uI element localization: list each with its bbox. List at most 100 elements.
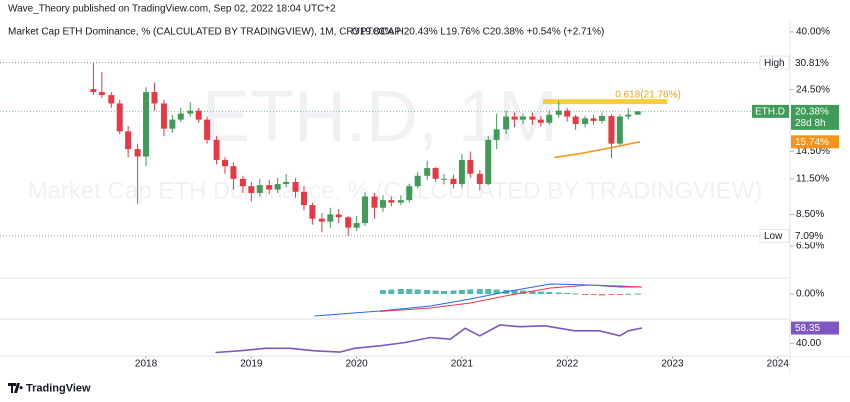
macd-histogram-bar: [634, 293, 641, 295]
candle-body: [519, 116, 526, 120]
candle-body: [108, 95, 115, 104]
y-axis: 40.00% 24.50% 14.50% 11.50% 8.50% 6.50% High 30…: [752, 27, 839, 349]
y-tick-label: 14.50%: [796, 146, 830, 157]
candle-body: [151, 92, 158, 104]
candle-body: [379, 200, 386, 208]
candle-body: [503, 116, 510, 130]
macd-histogram-bar: [608, 294, 615, 295]
symbol-label: ETH.D: [755, 107, 785, 118]
publisher: Wave_Theory published on TradingView.com…: [8, 4, 336, 15]
macd-histogram-bar: [625, 293, 632, 295]
x-tick-label: 2024: [767, 359, 790, 370]
macd-histogram-bar: [582, 294, 589, 295]
macd-line: [314, 283, 642, 317]
candle-body: [397, 200, 404, 203]
x-tick-label: 2020: [345, 359, 368, 370]
watermark-subtitle: Market Cap ETH Dominance, % (CALCULATED …: [28, 177, 763, 204]
candle-body: [582, 118, 589, 125]
macd-histogram-bar: [450, 290, 457, 294]
legend-title: Market Cap ETH Dominance, % (CALCULATED …: [8, 27, 401, 38]
top-edge: [0, 20, 790, 21]
candle-body: [450, 178, 457, 185]
candle-body: [213, 139, 220, 160]
x-tick-label: 2021: [451, 359, 474, 370]
candle-body: [143, 92, 150, 157]
level-name-box: [759, 228, 790, 243]
level-name: Low: [764, 231, 783, 242]
candle-body: [169, 119, 176, 129]
macd-histogram-bar: [424, 290, 431, 294]
macd-histogram-bar: [476, 289, 483, 294]
macd-histogram-bar: [511, 290, 518, 294]
candle-body: [406, 186, 413, 201]
y-tick-label: 24.50%: [796, 84, 830, 95]
candle-body: [327, 214, 334, 222]
candle-body: [274, 184, 281, 190]
candle-body: [362, 196, 369, 224]
candle-body: [608, 115, 615, 144]
candle-body: [572, 116, 579, 125]
candle-body: [222, 159, 229, 167]
candle-body: [388, 200, 395, 203]
macd-histogram-bar: [397, 289, 404, 294]
macd-tick-label: 0.00%: [796, 289, 824, 300]
macd-histogram-bar: [379, 290, 386, 294]
level-label-box: [791, 56, 839, 70]
level-name: High: [764, 58, 785, 69]
last-price-label: 20.38%: [795, 107, 829, 118]
candle-body: [204, 119, 211, 140]
rsi-line: [215, 324, 643, 354]
macd-histogram-bar: [414, 289, 421, 294]
signal-line: [379, 284, 643, 312]
y-tick-label: 40.00%: [796, 27, 830, 38]
x-tick-label: 2018: [135, 359, 158, 370]
candle-body: [177, 113, 184, 120]
macd-histogram-bar: [564, 293, 571, 294]
candle-body: [345, 217, 352, 228]
level-label: 30.81%: [795, 58, 829, 69]
rsi-last-label-box: [791, 321, 839, 335]
macd-histogram-bar: [519, 290, 526, 294]
macd-histogram-bar: [546, 292, 553, 294]
price-axis: [790, 20, 850, 356]
candle-body: [318, 218, 325, 222]
logo: TradingView: [8, 382, 91, 394]
candle-body: [590, 118, 597, 121]
macd-histogram-bar: [467, 289, 474, 294]
candle-body: [424, 168, 431, 176]
ma-last-label: 15.74%: [795, 137, 829, 148]
macd-histogram-bar: [406, 289, 413, 294]
candle-body: [546, 114, 553, 123]
ma-last-label-box: [791, 135, 839, 149]
candle-body: [625, 114, 632, 117]
level-label: 7.09%: [795, 231, 823, 242]
y-tick-label: 8.50%: [796, 209, 824, 220]
x-tick-label: 2022: [556, 359, 579, 370]
candle-body: [476, 173, 483, 185]
last-price-box: [791, 104, 839, 130]
y-tick-label: 11.50%: [796, 173, 829, 184]
fib-label: 0.618(21.76%): [615, 89, 681, 100]
candle-body: [458, 159, 465, 185]
candle-body: [134, 149, 141, 157]
candle-body: [230, 166, 237, 179]
candle-body: [335, 214, 342, 218]
candle-body: [414, 175, 421, 187]
candle-body: [90, 89, 97, 93]
macd-histogram-bar: [432, 290, 439, 294]
candle-body: [634, 111, 641, 115]
candle-body: [125, 131, 132, 150]
countdown: 28d 8h: [795, 118, 826, 129]
macd-histogram-bar: [537, 291, 544, 294]
candle-body: [441, 178, 448, 180]
candle-body: [432, 168, 439, 179]
candle-body: [300, 191, 307, 206]
candle-body: [485, 139, 492, 185]
macd-histogram-bar: [441, 291, 448, 294]
candle-body: [616, 116, 623, 144]
candle-body: [195, 110, 202, 120]
plot: 0.618(21.76%): [0, 62, 790, 354]
symbol-box: [752, 104, 789, 118]
candle-body: [239, 178, 246, 187]
